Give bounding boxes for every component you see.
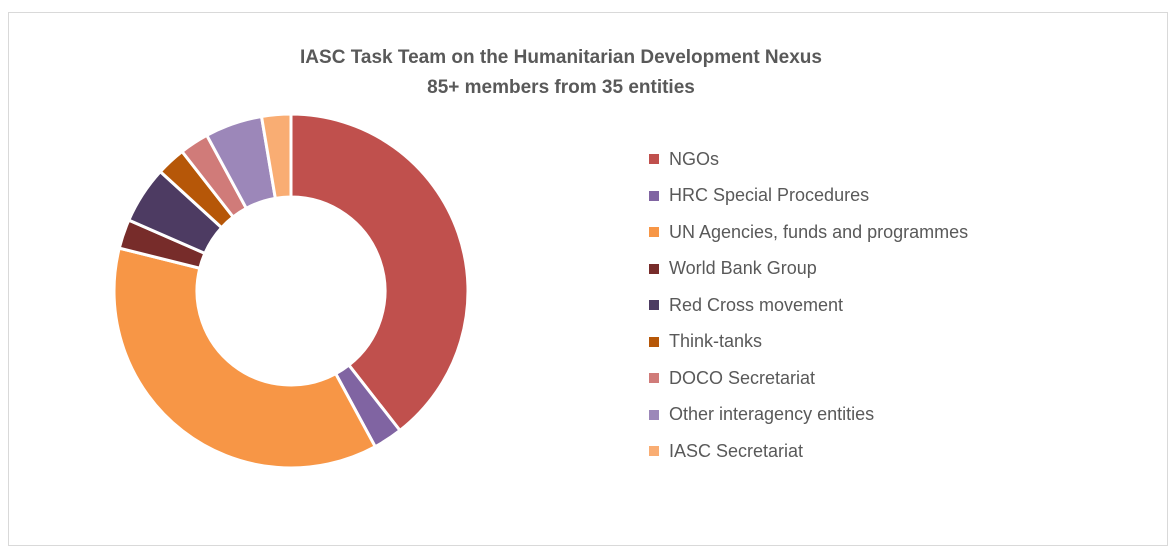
legend-swatch	[649, 373, 659, 384]
donut-chart	[112, 112, 470, 470]
chart-title: IASC Task Team on the Humanitarian Devel…	[300, 47, 822, 68]
chart-legend: NGOs HRC Special Procedures UN Agencies, f…	[649, 141, 1089, 470]
legend-label: UN Agencies, funds and programmes	[669, 221, 969, 242]
legend-item-doco-secretariat: DOCO Secretariat	[649, 360, 1089, 397]
legend-swatch	[649, 300, 659, 311]
legend-item-un-agencies-funds-and-programmes: UN Agencies, funds and programmes	[649, 214, 1089, 251]
legend-label: IASC Secretariat	[669, 440, 804, 461]
legend-item-ngos: NGOs	[649, 141, 1089, 178]
legend-label: World Bank Group	[669, 258, 817, 279]
legend-label: Other interagency entities	[669, 404, 875, 425]
donut-slice-iasc-secretariat	[259, 112, 293, 201]
legend-swatch	[649, 263, 659, 274]
chart-frame: IASC Task Team on the Humanitarian Devel…	[8, 12, 1168, 546]
legend-swatch	[649, 409, 659, 420]
chart-subtitle: 85+ members from 35 entities	[427, 77, 695, 98]
legend-label: NGOs	[669, 148, 720, 169]
legend-label: Think-tanks	[669, 331, 763, 352]
legend-item-hrc-special-procedures: HRC Special Procedures	[649, 178, 1089, 215]
chart-title-block: IASC Task Team on the Humanitarian Devel…	[9, 43, 1113, 103]
legend-item-other-interagency-entities: Other interagency entities	[649, 397, 1089, 434]
legend-item-iasc-secretariat: IASC Secretariat	[649, 433, 1089, 470]
legend-label: Red Cross movement	[669, 294, 844, 315]
legend-item-red-cross-movement: Red Cross movement	[649, 287, 1089, 324]
legend-label: DOCO Secretariat	[669, 367, 816, 388]
legend-swatch	[649, 154, 659, 165]
legend-swatch	[649, 190, 659, 201]
donut-slice-ngos	[289, 112, 470, 433]
legend-label: HRC Special Procedures	[669, 185, 870, 206]
legend-swatch	[649, 446, 659, 457]
legend-swatch	[649, 336, 659, 347]
legend-swatch	[649, 227, 659, 238]
legend-item-world-bank-group: World Bank Group	[649, 251, 1089, 288]
donut-slice-un-agencies-funds-and-programmes	[112, 246, 378, 470]
legend-item-think-tanks: Think-tanks	[649, 324, 1089, 361]
